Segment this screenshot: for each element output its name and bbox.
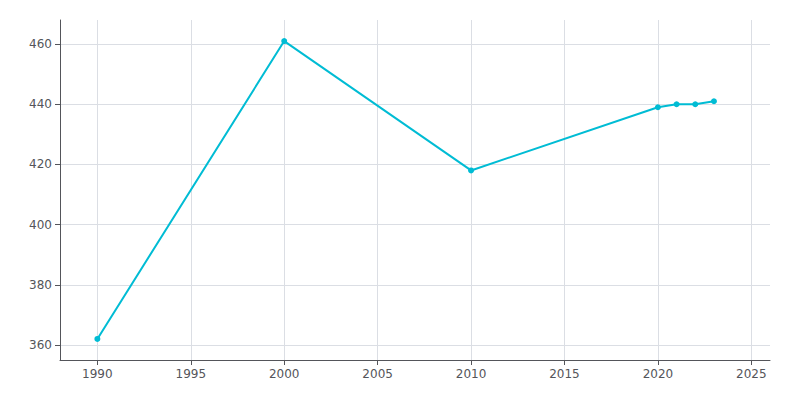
- svg-text:380: 380: [29, 278, 52, 292]
- svg-text:440: 440: [29, 97, 52, 111]
- svg-text:460: 460: [29, 37, 52, 51]
- svg-text:2020: 2020: [643, 367, 674, 381]
- svg-text:1990: 1990: [82, 367, 113, 381]
- svg-text:2015: 2015: [549, 367, 580, 381]
- svg-text:1995: 1995: [176, 367, 207, 381]
- svg-text:2005: 2005: [362, 367, 393, 381]
- svg-text:400: 400: [29, 218, 52, 232]
- svg-text:2010: 2010: [456, 367, 487, 381]
- svg-text:420: 420: [29, 157, 52, 171]
- svg-text:360: 360: [29, 338, 52, 352]
- svg-text:2025: 2025: [736, 367, 767, 381]
- svg-text:2000: 2000: [269, 367, 300, 381]
